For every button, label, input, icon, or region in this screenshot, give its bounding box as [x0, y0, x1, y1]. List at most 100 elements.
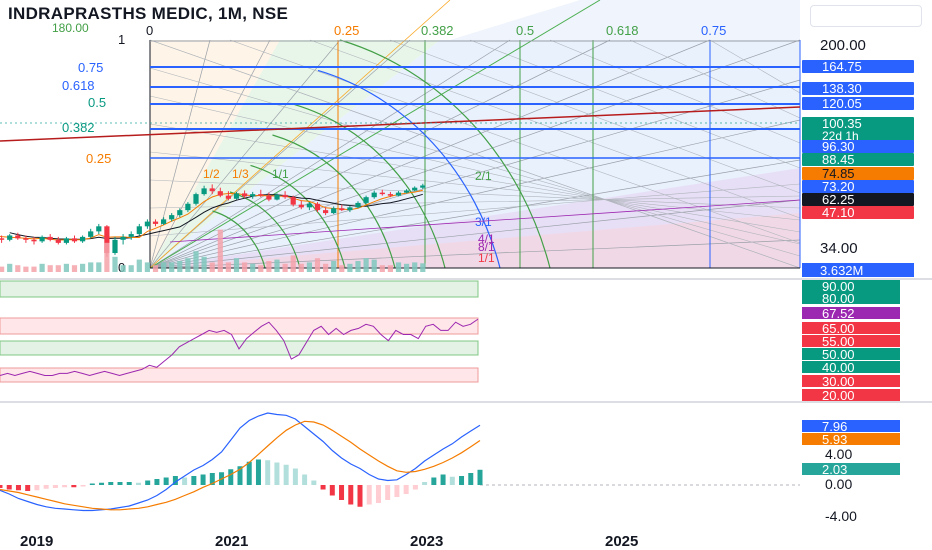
candle-body: [31, 239, 37, 242]
rsi-badge-label: 55.00: [822, 334, 855, 349]
price-badge-label: 47.10: [822, 205, 855, 220]
gann-grid-diag-5: [549, 39, 801, 144]
macd-badge-bg: [802, 463, 900, 475]
candle-body: [144, 221, 150, 227]
candle-body: [39, 236, 45, 242]
volume-bar: [7, 263, 13, 272]
candle-body: [177, 210, 183, 216]
gann-orange-ray: [149, 0, 451, 269]
macd-hist-bar: [394, 485, 400, 497]
fib-zone-orange: [150, 40, 370, 268]
candle-body: [185, 203, 191, 211]
candle-body: [88, 231, 94, 237]
volume-bar: [225, 262, 231, 272]
trend-line-purple: [169, 199, 801, 243]
macd-hist-bar: [375, 485, 381, 503]
volume-bar: [39, 263, 45, 272]
candle-body: [412, 187, 418, 191]
macd-hist-bar: [366, 485, 372, 505]
macd-hist-bar: [237, 466, 243, 485]
search-box[interactable]: [810, 5, 922, 27]
rsi-badge-90.00: 90.00: [802, 279, 900, 294]
candle-body: [0, 238, 5, 240]
macd-badge-5.93: 5.93: [802, 432, 900, 447]
time-axis-label-2025: 2025: [605, 533, 638, 550]
rsi-badge-label: 65.00: [822, 321, 855, 336]
candle-body: [242, 193, 248, 197]
price-badge-bg: [802, 180, 914, 193]
volume-bar: [63, 263, 69, 272]
price-badge-73.20: 73.20: [802, 179, 914, 194]
gann-ray-11: [149, 199, 801, 269]
macd-hist-bar: [265, 460, 271, 485]
macd-hist-bar: [15, 485, 21, 491]
candle-body: [71, 238, 78, 242]
macd-hist-bar: [246, 461, 252, 485]
fib-arc-2: [250, 164, 346, 269]
macd-hist-bar: [459, 476, 465, 485]
volume-bar: [120, 265, 126, 272]
candle-body: [387, 194, 393, 196]
macd-hist-bar: [320, 485, 326, 490]
price-badge-bg: [802, 60, 914, 73]
candle-body: [80, 236, 86, 242]
fib-level-label-4: 0.382: [62, 120, 95, 135]
price-badge-120.05: 120.05: [802, 96, 914, 111]
macd-series-macd: [0, 412, 481, 512]
rsi-badge-50.00: 50.00: [802, 347, 900, 362]
ma-line-black: [9, 193, 423, 240]
volume-bar: [258, 265, 264, 272]
fib-arc-0: [212, 210, 266, 269]
volume-bar: [209, 262, 215, 272]
candle-body: [420, 185, 426, 188]
candle-body: [282, 194, 288, 198]
volume-bar: [112, 256, 118, 272]
volume-bar: [379, 265, 385, 272]
gann-ray-0: [149, 39, 211, 269]
gann-grid-line-5: [149, 179, 801, 209]
candle-body: [404, 190, 410, 193]
gann-ratio-label-6: 1/2: [203, 167, 220, 181]
macd-tick-label-0: 4.00: [825, 446, 852, 462]
volume-bar: [298, 263, 304, 272]
price-badge-label: 62.25: [822, 192, 855, 207]
candle-body: [128, 234, 134, 237]
volume-bar: [23, 266, 29, 272]
macd-hist-bar: [89, 483, 95, 485]
gann-grid-line-4: [149, 151, 801, 221]
price-badge-bg: [802, 117, 914, 141]
rsi-badge-67.52: 67.52: [802, 306, 900, 321]
gann-ratio-label-2: 3/1: [475, 215, 492, 229]
fib-zone-top: [450, 0, 800, 40]
fib-zone-green: [150, 40, 440, 268]
volume-bar: [185, 258, 191, 272]
candle-body: [15, 235, 21, 239]
macd-hist-bar: [34, 485, 40, 491]
price-badge-label: 74.85: [822, 166, 855, 181]
price-badge-label: 138.30: [822, 81, 862, 96]
macd-badge-label: 7.96: [822, 419, 847, 434]
volume-bar: [47, 265, 53, 272]
price-badge-62.25: 62.25: [802, 192, 914, 207]
macd-hist-bar: [209, 473, 215, 485]
candle-body: [290, 197, 296, 205]
fib-level-label-2: 0.618: [62, 78, 95, 93]
volume-bar: [355, 261, 361, 272]
candle-body: [379, 192, 385, 195]
volume-bar: [242, 262, 248, 272]
gann-ratio-label-3: 4/1: [478, 232, 495, 246]
candle-body: [136, 226, 142, 235]
rsi-badge-label: 80.00: [822, 291, 855, 306]
macd-hist-bar: [274, 462, 280, 485]
volume-bar: [274, 259, 280, 272]
rsi-badge-label: 20.00: [822, 388, 855, 403]
price-badge-label: 96.30: [822, 139, 855, 154]
volume-bar: [323, 263, 329, 272]
macd-hist-bar: [99, 482, 105, 485]
volume-bars: [0, 229, 426, 272]
macd-hist-bar: [329, 485, 335, 496]
price-badge-88.45: 88.45: [802, 152, 914, 167]
volume-bar: [306, 262, 312, 272]
gann-fan-lines: [149, 0, 801, 269]
